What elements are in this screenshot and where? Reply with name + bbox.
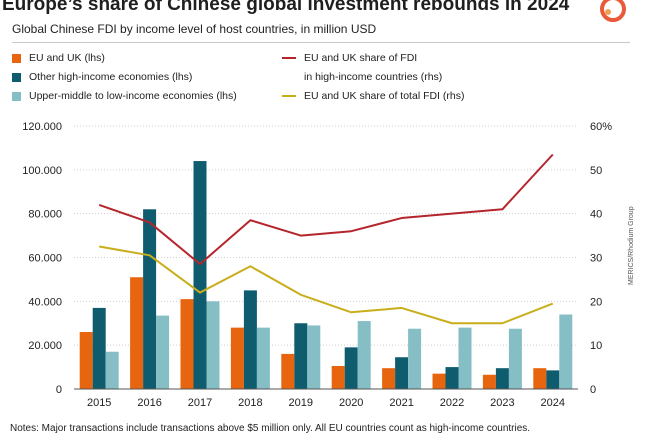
- y-tick-label-right: 60%: [590, 121, 612, 133]
- x-tick-label: 2016: [137, 397, 161, 409]
- legend-label-eu-uk: EU and UK (lhs): [29, 52, 105, 64]
- y-tick-label-right: 50: [590, 165, 602, 177]
- bar: [508, 328, 522, 389]
- legend-swatch-eu-uk: [12, 53, 21, 63]
- series-line: [98, 153, 554, 266]
- legend-label-share-total: EU and UK share of total FDI (rhs): [304, 90, 465, 102]
- legend-label-share-high-2: in high-income countries (rhs): [304, 71, 443, 83]
- bar: [357, 321, 371, 389]
- bars-group: [79, 161, 573, 389]
- y-tick-label-left: 40.000: [28, 296, 62, 308]
- bar: [193, 161, 207, 389]
- bar: [79, 332, 93, 389]
- legend-eu-uk: EU and UK (lhs): [12, 52, 105, 64]
- x-tick-label: 2015: [87, 397, 111, 409]
- legend-swatch-upper-low: [12, 91, 21, 101]
- publisher-logo-icon: [600, 0, 626, 22]
- bar: [143, 209, 157, 389]
- x-tick-label: 2018: [238, 397, 262, 409]
- bar: [445, 367, 459, 389]
- x-tick-label: 2019: [289, 397, 313, 409]
- legend-share-high: EU and UK share of FDI: [282, 52, 417, 64]
- bar: [546, 370, 560, 389]
- bar: [92, 307, 106, 389]
- legend-label-upper-low: Upper-middle to low-income economies (lh…: [29, 90, 237, 102]
- bar: [432, 373, 446, 389]
- legend-upper-low: Upper-middle to low-income economies (lh…: [12, 90, 237, 102]
- y-tick-label-left: 120.000: [22, 121, 62, 133]
- bar: [156, 315, 170, 389]
- logo-ring: [600, 0, 626, 22]
- x-tick-label: 2020: [339, 397, 363, 409]
- lines-group: [98, 153, 554, 325]
- legend-line-share-total: [282, 95, 296, 97]
- bar: [307, 325, 321, 389]
- bar: [344, 347, 358, 389]
- y-tick-label-left: 100.000: [22, 165, 62, 177]
- bar: [130, 277, 144, 389]
- y-tick-label-right: 30: [590, 253, 602, 265]
- legend-other-high: Other high-income economies (lhs): [12, 71, 192, 83]
- bar: [559, 314, 573, 389]
- bar: [206, 301, 220, 389]
- legend-share-total: EU and UK share of total FDI (rhs): [282, 90, 464, 102]
- y-tick-label-left: 80.000: [28, 209, 62, 221]
- bar: [243, 290, 257, 389]
- bar: [408, 328, 422, 389]
- bar: [533, 368, 547, 389]
- bar: [458, 327, 472, 389]
- x-tick-label: 2022: [440, 397, 464, 409]
- legend-swatch-other-high: [12, 72, 21, 82]
- bar: [230, 327, 244, 389]
- y-tick-label-right: 0: [590, 384, 596, 396]
- x-tick-label: 2023: [490, 397, 514, 409]
- bar: [294, 323, 308, 389]
- footnote: Notes: Major transactions include transa…: [10, 423, 531, 434]
- bar: [256, 327, 270, 389]
- x-tick-label: 2017: [188, 397, 212, 409]
- bar: [395, 357, 409, 389]
- y-tick-label-right: 40: [590, 209, 602, 221]
- legend-line-share-high: [282, 57, 296, 59]
- bar: [482, 374, 496, 389]
- series-line: [99, 245, 554, 325]
- bar: [331, 365, 345, 389]
- logo-dot: [605, 9, 611, 15]
- legend-label-other-high: Other high-income economies (lhs): [29, 71, 193, 83]
- y-tick-label-left: 60.000: [28, 253, 62, 265]
- chart-title: Europe’s share of Chinese global investm…: [2, 0, 570, 15]
- bar: [382, 368, 396, 389]
- y-tick-label-left: 20.000: [28, 340, 62, 352]
- x-tick-label: 2024: [541, 397, 565, 409]
- axes-group: 0 20.000 40.000 60.000 80.000 100.000 120.000 0…: [22, 121, 612, 409]
- x-tick-label: 2021: [389, 397, 413, 409]
- bar: [281, 353, 295, 389]
- legend-label-share-high-1: EU and UK share of FDI: [304, 52, 418, 64]
- y-tick-label-left: 0: [56, 384, 62, 396]
- legend-share-high-cont: in high-income countries (rhs): [304, 71, 442, 83]
- y-tick-label-right: 20: [590, 296, 602, 308]
- bar: [495, 368, 509, 389]
- bar: [105, 351, 119, 389]
- source-credit: MERICS/Rhodium Group: [628, 206, 635, 285]
- title-divider: [12, 42, 630, 43]
- bar: [180, 299, 194, 389]
- chart-subtitle: Global Chinese FDI by income level of ho…: [12, 22, 377, 36]
- y-tick-label-right: 10: [590, 340, 602, 352]
